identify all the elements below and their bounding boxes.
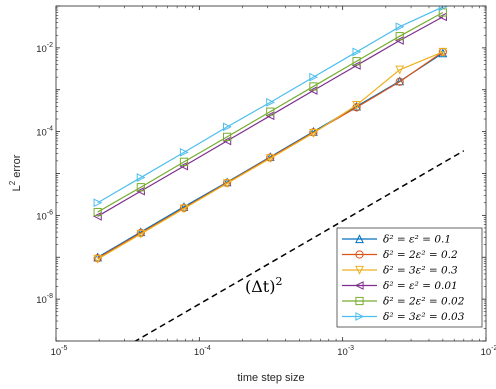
series-6-point — [309, 72, 319, 82]
legend-label: δ² = ε² = 0.01 — [383, 280, 458, 292]
legend-swatch-marker — [355, 265, 364, 275]
x-tick-label-4: 10-2 — [481, 345, 496, 358]
legend: δ² = ε² = 0.1 δ² = 2ε² = 0.2 δ² = 3ε² = 0.… — [336, 227, 483, 328]
series-3 — [93, 47, 448, 264]
tick-label-exponent: -3 — [348, 345, 354, 352]
legend-swatch-marker — [355, 234, 364, 244]
legend-label: δ² = 3ε² = 0.3 — [383, 265, 458, 277]
series-5-point — [395, 32, 404, 41]
tick-label-base: 10 — [51, 347, 62, 358]
series-6-point — [266, 97, 275, 107]
series-2-point — [395, 77, 404, 86]
series-5-point — [223, 132, 232, 141]
series-4-point — [92, 211, 102, 221]
series-6-line — [97, 6, 444, 204]
legend-box — [336, 227, 483, 328]
tick-label-base: 10 — [481, 347, 492, 358]
x-tick-label-2: 10-4 — [194, 345, 211, 358]
tick-label-base: 10 — [337, 347, 348, 358]
series-2-line — [97, 51, 444, 259]
tick-label-exponent: -6 — [47, 209, 53, 216]
legend-item-5: δ² = 2ε² = 0.02 — [342, 296, 465, 308]
series-3-point — [93, 255, 103, 264]
series-6-point — [93, 198, 103, 208]
legend-swatch-marker — [355, 296, 364, 306]
legend-item-4: δ² = ε² = 0.01 — [342, 280, 458, 292]
legend-label: δ² = 2ε² = 0.02 — [383, 296, 465, 308]
reference-annotation: (Δt)2 — [245, 275, 282, 296]
y-tick-label-1: 10-8 — [36, 293, 53, 306]
legend-swatch-marker — [354, 281, 364, 290]
y-axis-label-suffix: error — [11, 154, 23, 181]
series-3-point — [136, 229, 146, 239]
legend-item-2: δ² = 2ε² = 0.2 — [342, 249, 458, 261]
series-5-point — [93, 207, 102, 217]
series-6-point — [352, 47, 362, 57]
series-6-point — [223, 122, 232, 132]
legend-label: δ² = 3ε² = 0.03 — [383, 311, 465, 323]
x-tick-label-1: 10-5 — [51, 345, 68, 358]
series-5-point — [352, 57, 361, 66]
series-6-point — [395, 22, 405, 32]
series-6 — [93, 6, 448, 208]
tick-label-base: 10 — [36, 295, 47, 306]
reference-line — [134, 150, 465, 341]
series-layer — [92, 6, 448, 264]
y-axis-label-sup: 2 — [8, 180, 17, 185]
series-3-point — [265, 154, 275, 164]
series-5-line — [97, 11, 444, 213]
tick-label-exponent: -5 — [61, 345, 67, 352]
y-axis-label-main: L — [11, 185, 23, 191]
legend-swatch-marker — [355, 312, 365, 321]
series-5-point — [309, 82, 318, 91]
tick-label-base: 10 — [36, 211, 47, 222]
series-6-point — [179, 147, 189, 157]
series-4-point — [394, 36, 404, 45]
series-3-point — [309, 129, 318, 138]
legend-item-3: δ² = 3ε² = 0.3 — [342, 265, 458, 277]
axes: 10-5 10-4 10-3 10-210-810-610-410-2 — [36, 5, 496, 358]
legend-label: δ² = 2ε² = 0.2 — [383, 249, 458, 261]
tick-label-base: 10 — [36, 128, 47, 139]
series-3-point — [395, 65, 405, 75]
series-3-point — [222, 179, 232, 189]
reference-annotation-sup: 2 — [275, 275, 282, 288]
tick-label-base: 10 — [36, 44, 47, 55]
series-3-point — [438, 47, 448, 57]
x-axis-label: time step size — [237, 372, 304, 384]
series-3-point — [179, 204, 189, 214]
legend-label: δ² = ε² = 0.1 — [383, 234, 451, 246]
y-tick-label-4: 10-2 — [36, 42, 53, 55]
tick-label-exponent: -4 — [205, 345, 211, 352]
series-4-point — [438, 12, 447, 22]
series-4-point — [179, 161, 189, 171]
series-3-point — [352, 100, 361, 110]
legend-item-1: δ² = ε² = 0.1 — [342, 234, 451, 246]
reference-line-layer — [134, 150, 465, 341]
series-5-point — [266, 107, 275, 116]
x-tick-label-3: 10-3 — [337, 345, 354, 358]
series-6-point — [438, 6, 448, 12]
y-tick-label-2: 10-6 — [36, 209, 53, 222]
series-4-point — [351, 61, 361, 70]
tick-label-exponent: -8 — [47, 293, 53, 300]
y-tick-label-3: 10-4 — [36, 126, 53, 139]
y-axis-label: L2 error — [8, 154, 23, 191]
series-5 — [93, 8, 447, 217]
series-5-point — [136, 183, 145, 192]
series-1-line — [97, 52, 444, 258]
series-3-line — [97, 51, 444, 260]
tick-label-exponent: -2 — [47, 42, 53, 49]
tick-label-exponent: -4 — [47, 126, 53, 133]
tick-label-base: 10 — [194, 347, 205, 358]
tick-label-exponent: -2 — [491, 345, 496, 352]
legend-item-6: δ² = 3ε² = 0.03 — [342, 311, 465, 323]
legend-swatch-marker — [355, 250, 364, 259]
series-5-point — [179, 157, 189, 166]
series-6-point — [136, 173, 146, 182]
